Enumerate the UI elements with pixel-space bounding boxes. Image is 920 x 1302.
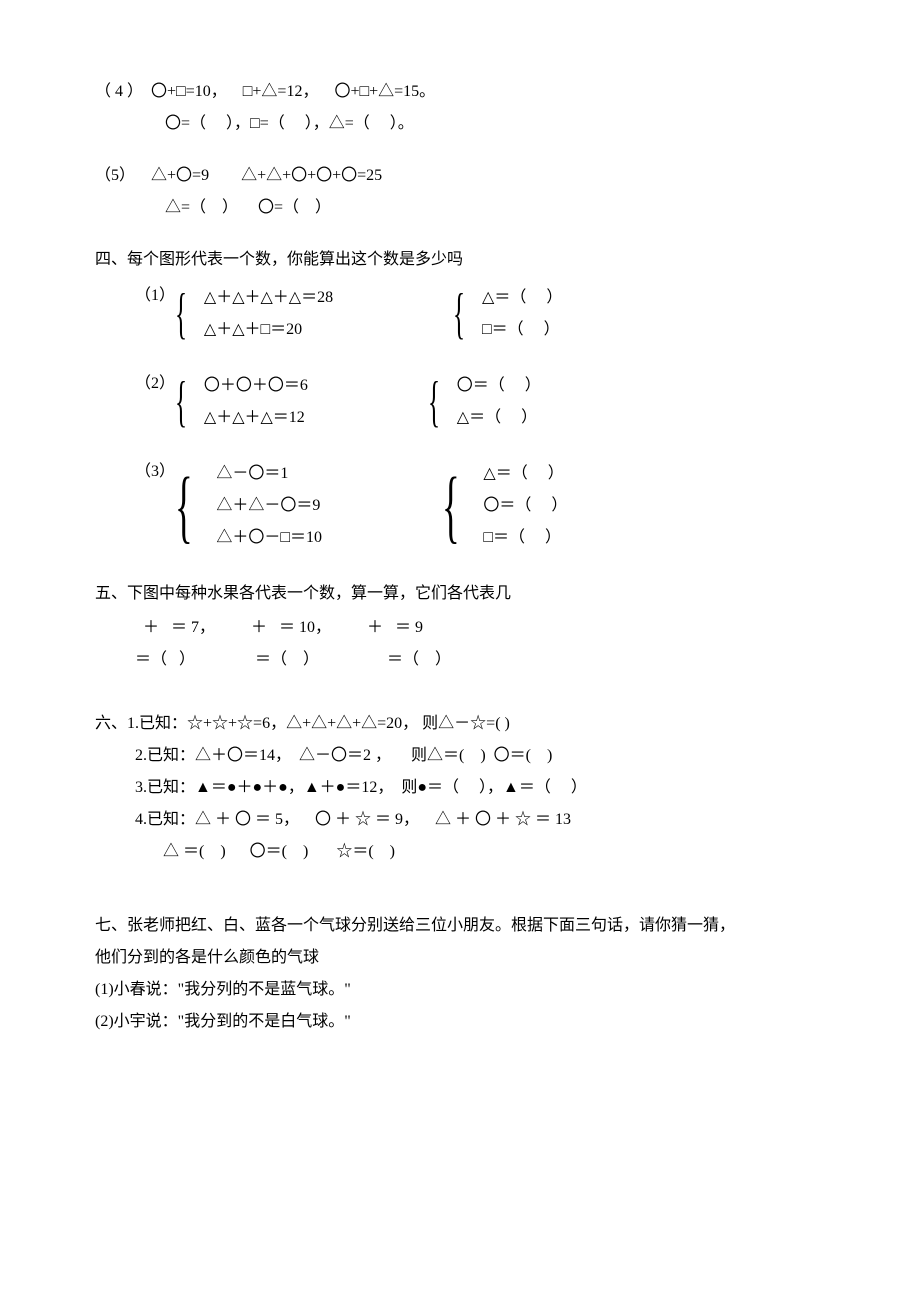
ans: △＝（ ） — [483, 458, 567, 490]
right-brace-icon: { — [442, 458, 460, 554]
p4-label: （ 4 ） — [95, 83, 143, 100]
ans: □＝（ ） — [483, 522, 567, 554]
sec4-item-3: （3） { △－〇＝1 △＋△－〇＝9 △＋〇－□＝10 { △＝（ ） 〇＝（… — [135, 458, 825, 554]
left-brace-icon: { — [175, 370, 187, 434]
section-5: 五、下图中每种水果各代表一个数，算一算，它们各代表几 ＋ ＝ 7， ＋ ＝ 10… — [95, 582, 825, 672]
ans: △＝（ ） — [482, 282, 562, 314]
problem-4: （ 4 ） 〇+□=10， □+△=12， 〇+□+△=15。 〇=（ ），□=… — [95, 80, 825, 136]
ans: □＝（ ） — [482, 314, 562, 346]
sec4-item-2: （2） { 〇＋〇＋〇＝6 △＋△＋△＝12 { 〇＝（ ） △＝（ ） — [135, 370, 825, 434]
ans: 〇＝（ ） — [483, 490, 567, 522]
problem-5-equation: （5） △+〇=9 △+△+〇+〇+〇=25 — [95, 164, 825, 188]
left-brace-icon: { — [175, 458, 193, 554]
eq: △＋〇－□＝10 — [216, 522, 322, 554]
item-num: （1） — [135, 282, 175, 346]
eq: △＋△＋□＝20 — [204, 314, 333, 346]
sec7-title-1: 七、张老师把红、白、蓝各一个气球分别送给三位小朋友。根据下面三句话，请你猜一猜， — [95, 914, 825, 938]
section-6: 六、1.已知：☆+☆+☆=6，△+△+△+△=20， 则△－☆=( ) 2.已知… — [95, 712, 825, 864]
section-4: 四、每个图形代表一个数，你能算出这个数是多少吗 （1） { △＋△＋△＋△＝28… — [95, 248, 825, 554]
sec6-line-2: 2.已知：△＋〇＝14， △－〇＝2 ， 则△＝( ) 〇＝( ) — [95, 744, 825, 768]
eq: 〇＋〇＋〇＝6 — [204, 370, 308, 402]
section-5-title: 五、下图中每种水果各代表一个数，算一算，它们各代表几 — [95, 582, 825, 606]
problem-4-answers: 〇=（ ），□=（ ），△=（ ）。 — [95, 112, 825, 136]
sec6-line-3: 3.已知：▲＝●＋●＋●，▲＋●＝12， 则●＝（ ），▲＝（ ） — [95, 776, 825, 800]
sec6-line-5: △ ＝( ) 〇＝( ) ☆＝( ) — [95, 840, 825, 864]
section-7: 七、张老师把红、白、蓝各一个气球分别送给三位小朋友。根据下面三句话，请你猜一猜，… — [95, 914, 825, 1034]
eq: △＋△＋△＋△＝28 — [204, 282, 333, 314]
problem-5: （5） △+〇=9 △+△+〇+〇+〇=25 △=（ ） 〇=（ ） — [95, 164, 825, 220]
sec6-line-4: 4.已知：△ ＋ 〇 ＝ 5， 〇 ＋ ☆ ＝ 9， △ ＋ 〇 ＋ ☆ ＝ 1… — [95, 808, 825, 832]
sec7-title-2: 他们分到的各是什么颜色的气球 — [95, 946, 825, 970]
left-equations: △－〇＝1 △＋△－〇＝9 △＋〇－□＝10 — [216, 458, 322, 554]
left-brace-icon: { — [175, 282, 187, 346]
eq: △－〇＝1 — [216, 458, 322, 490]
left-equations: △＋△＋△＋△＝28 △＋△＋□＝20 — [204, 282, 333, 346]
eq: △＋△＋△＝12 — [204, 402, 308, 434]
ans: △＝（ ） — [457, 402, 541, 434]
right-answers: △＝（ ） 〇＝（ ） □＝（ ） — [483, 458, 567, 554]
left-equations: 〇＋〇＋〇＝6 △＋△＋△＝12 — [204, 370, 308, 434]
p5-eq: △+〇=9 △+△+〇+〇+〇=25 — [151, 167, 382, 184]
item-num: （3） — [135, 458, 175, 554]
right-brace-icon: { — [428, 370, 440, 434]
right-answers: △＝（ ） □＝（ ） — [482, 282, 562, 346]
eq: △＋△－〇＝9 — [216, 490, 322, 522]
problem-4-equation: （ 4 ） 〇+□=10， □+△=12， 〇+□+△=15。 — [95, 80, 825, 104]
item-num: （2） — [135, 370, 175, 434]
sec7-clue-2: (2)小宇说："我分到的不是白气球。" — [95, 1010, 825, 1034]
sec7-clue-1: (1)小春说："我分列的不是蓝气球。" — [95, 978, 825, 1002]
ans: 〇＝（ ） — [457, 370, 541, 402]
right-answers: 〇＝（ ） △＝（ ） — [457, 370, 541, 434]
problem-5-answers: △=（ ） 〇=（ ） — [95, 196, 825, 220]
sec5-answers: ＝（ ） ＝（ ） ＝（ ） — [95, 648, 825, 672]
p4-eq: 〇+□=10， □+△=12， 〇+□+△=15。 — [151, 83, 435, 100]
p5-label: （5） — [95, 167, 135, 184]
sec5-equations: ＋ ＝ 7， ＋ ＝ 10， ＋ ＝ 9 — [95, 616, 825, 640]
section-4-title: 四、每个图形代表一个数，你能算出这个数是多少吗 — [95, 248, 825, 272]
sec4-item-1: （1） { △＋△＋△＋△＝28 △＋△＋□＝20 { △＝（ ） □＝（ ） — [135, 282, 825, 346]
sec6-line-1: 六、1.已知：☆+☆+☆=6，△+△+△+△=20， 则△－☆=( ) — [95, 712, 825, 736]
right-brace-icon: { — [453, 282, 465, 346]
